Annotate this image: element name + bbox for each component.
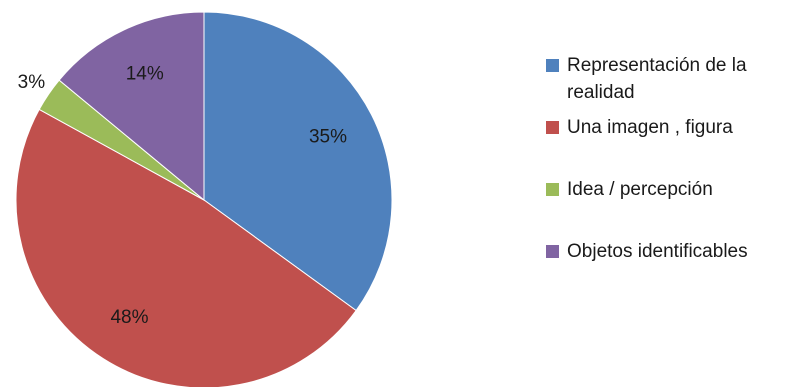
data-label-representacion: 35% [309,126,347,147]
legend-label-representacion: Representación de la realidad [567,55,747,103]
pie-slice-representacion [203,11,393,312]
pie-chart: 35% 48% 3% 14% [15,11,393,387]
pie-slice-una-imagen [15,108,357,387]
legend: Representación de la realidad Una imagen… [546,52,801,300]
legend-item-representacion: Representación de la realidad [546,52,801,114]
legend-swatch-objetos [546,245,559,258]
data-label-una-imagen: 48% [110,307,148,328]
legend-swatch-representacion [546,59,559,72]
legend-swatch-una-imagen [546,121,559,134]
legend-item-objetos: Objetos identificables [546,238,801,300]
pie-slice-objetos [58,11,205,202]
legend-label-una-imagen: Una imagen , figura [567,117,733,138]
legend-swatch-idea [546,183,559,196]
data-label-idea: 3% [18,72,46,93]
legend-item-una-imagen: Una imagen , figura [546,114,801,176]
legend-item-idea: Idea / percepción [546,176,801,238]
legend-label-idea: Idea / percepción [567,179,713,200]
data-label-objetos: 14% [126,64,164,85]
legend-label-objetos: Objetos identificables [567,241,748,262]
